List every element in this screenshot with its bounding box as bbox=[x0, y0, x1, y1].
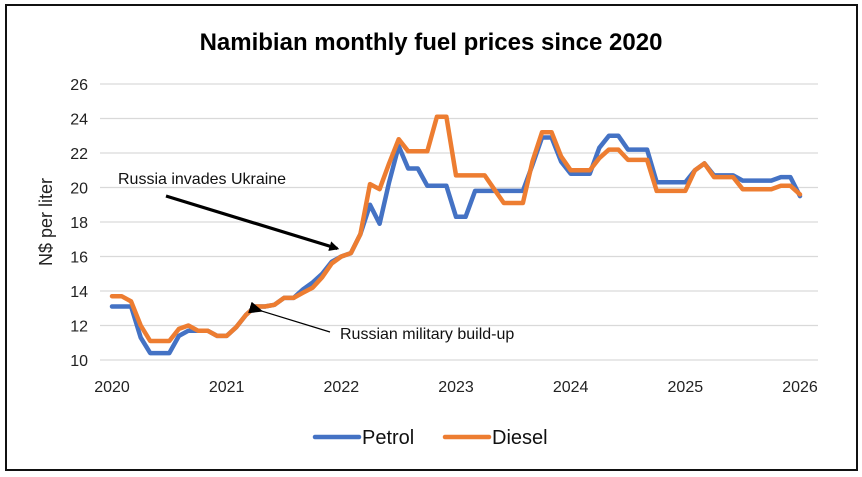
x-tick-label: 2024 bbox=[553, 379, 589, 396]
y-tick-label: 26 bbox=[70, 77, 88, 94]
annotation-russian-military-build-up: Russian military build-up bbox=[340, 326, 514, 343]
legend-label-petrol: Petrol bbox=[362, 427, 414, 449]
y-tick-label: 24 bbox=[70, 112, 88, 129]
y-tick-label: 16 bbox=[70, 250, 88, 267]
y-tick-label: 10 bbox=[70, 353, 88, 370]
series-points-diesel bbox=[111, 116, 801, 342]
y-tick-label: 20 bbox=[70, 181, 88, 198]
series-lines bbox=[109, 114, 803, 356]
x-tick-label: 2023 bbox=[438, 379, 474, 396]
y-tick-label: 22 bbox=[70, 146, 88, 163]
y-tick-label: 12 bbox=[70, 319, 88, 336]
y-tick-label: 14 bbox=[70, 284, 88, 301]
annotation-russia-invades-ukraine: Russia invades Ukraine bbox=[118, 171, 286, 188]
y-axis-label: N$ per liter bbox=[36, 178, 56, 266]
chart-frame bbox=[5, 4, 858, 471]
legend-label-diesel: Diesel bbox=[492, 427, 548, 449]
annotation-arrow-invasion bbox=[165, 194, 340, 251]
annotation-arrow-build-up bbox=[248, 301, 331, 333]
annotations: Russia invades Ukraine Russian military … bbox=[118, 171, 514, 343]
y-axis-ticks: 10 12 14 16 18 20 22 24 26 bbox=[70, 77, 88, 370]
x-tick-label: 2021 bbox=[209, 379, 245, 396]
x-tick-label: 2022 bbox=[324, 379, 360, 396]
y-tick-label: 18 bbox=[70, 215, 88, 232]
legend: Petrol Diesel bbox=[312, 427, 548, 449]
x-axis-ticks: 2020 2021 2022 2023 2024 2025 2026 bbox=[94, 379, 818, 396]
x-tick-label: 2025 bbox=[668, 379, 704, 396]
series-line-diesel bbox=[109, 114, 803, 344]
chart-title: Namibian monthly fuel prices since 2020 bbox=[200, 29, 663, 56]
x-tick-label: 2020 bbox=[94, 379, 130, 396]
x-tick-label: 2026 bbox=[782, 379, 818, 396]
gridlines bbox=[100, 83, 818, 361]
